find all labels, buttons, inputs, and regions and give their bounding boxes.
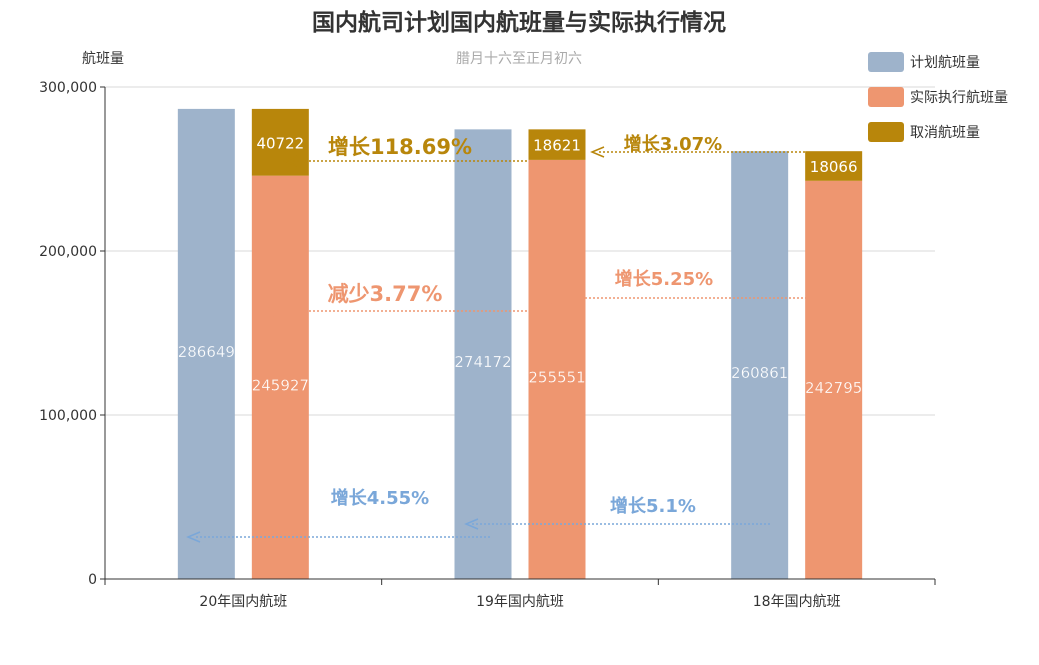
axes: 0 100,000 200,000 300,000 20年国内航班 19年国内航班 18年国… bbox=[39, 80, 936, 610]
chart-subtitle: 腊月十六至正月初六 bbox=[456, 50, 582, 67]
bar-value-label: 274172 bbox=[454, 353, 511, 371]
bar[interactable] bbox=[251, 108, 309, 176]
legend-swatch bbox=[868, 122, 904, 142]
y-axis-label: 航班量 bbox=[82, 51, 124, 67]
bars: 286649 274172 260861 245927 255551 242795 4072… bbox=[177, 108, 863, 580]
legend-label: 取消航班量 bbox=[910, 125, 980, 141]
annotation-arrowhead bbox=[186, 531, 201, 543]
x-tick-label: 19年国内航班 bbox=[476, 594, 564, 610]
legend-item[interactable]: 计划航班量 bbox=[868, 52, 980, 72]
x-tick-label: 18年国内航班 bbox=[753, 594, 841, 610]
bar-value-label: 245927 bbox=[252, 376, 309, 394]
annotation-label: 增长5.25% bbox=[615, 268, 713, 290]
y-tick-label: 100,000 bbox=[39, 408, 97, 424]
x-tick-label: 20年国内航班 bbox=[199, 594, 287, 610]
bar[interactable] bbox=[177, 108, 235, 580]
chart-title: 国内航司计划国内航班量与实际执行情况 bbox=[312, 9, 726, 36]
bar-value-label: 18066 bbox=[810, 158, 858, 176]
bar[interactable] bbox=[251, 175, 309, 579]
bar[interactable] bbox=[528, 129, 586, 160]
bar[interactable] bbox=[731, 151, 789, 579]
bar-value-label: 260861 bbox=[731, 364, 788, 382]
bar-value-label: 40722 bbox=[256, 134, 304, 152]
bar-value-label: 18621 bbox=[533, 137, 581, 155]
annotation-label: 增长3.07% bbox=[624, 133, 722, 155]
bar-value-label: 255551 bbox=[528, 368, 585, 386]
bar-value-label: 242795 bbox=[805, 379, 862, 397]
annotation-arrowhead bbox=[464, 518, 479, 530]
bar[interactable] bbox=[805, 180, 863, 579]
legend-item[interactable]: 实际执行航班量 bbox=[868, 87, 1008, 107]
bar-value-label: 286649 bbox=[178, 343, 235, 361]
legend-swatch bbox=[868, 52, 904, 72]
annotation-arrowhead bbox=[590, 146, 605, 158]
legend-label: 计划航班量 bbox=[910, 55, 980, 71]
legend-item[interactable]: 取消航班量 bbox=[868, 122, 980, 142]
y-tick-label: 200,000 bbox=[39, 244, 97, 260]
annotation-arrowhead bbox=[538, 292, 553, 304]
annotation-label: 增长4.55% bbox=[331, 487, 429, 509]
annotation-arrowhead bbox=[260, 305, 275, 317]
bar[interactable] bbox=[805, 151, 863, 181]
annotation-arrowhead bbox=[283, 155, 298, 167]
annotations: 增长118.69% 增长3.07% 减少3.77% 增长5.25% 增长4.55% 增长5… bbox=[186, 133, 855, 543]
grid bbox=[105, 86, 935, 416]
legend-swatch bbox=[868, 87, 904, 107]
annotation-label: 减少3.77% bbox=[328, 282, 443, 306]
legend-label: 实际执行航班量 bbox=[910, 90, 1008, 106]
y-tick-label: 0 bbox=[88, 572, 97, 588]
annotation-label: 增长118.69% bbox=[328, 135, 472, 159]
y-tick-label: 300,000 bbox=[39, 80, 97, 96]
bar[interactable] bbox=[528, 159, 586, 579]
bar[interactable] bbox=[454, 129, 512, 580]
annotation-label: 增长5.1% bbox=[610, 495, 696, 517]
